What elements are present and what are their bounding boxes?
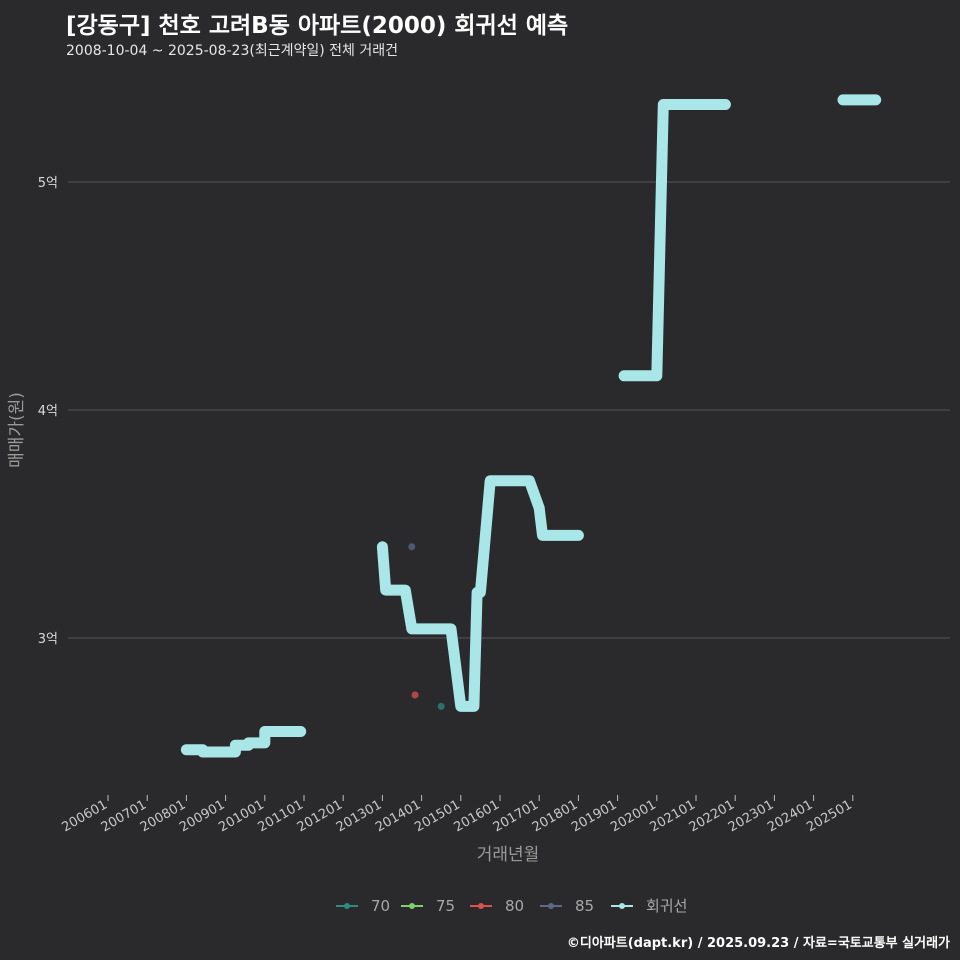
grid-lines bbox=[68, 181, 950, 639]
data-point bbox=[411, 691, 419, 699]
legend-key-point bbox=[344, 903, 350, 909]
legend-key-point bbox=[548, 903, 554, 909]
regression-line-segment bbox=[180, 726, 307, 758]
x-tick-label: 202501 bbox=[804, 797, 854, 835]
y-axis-label: 매매가(원) bbox=[7, 392, 27, 468]
footer-credit: ©디아파트(dapt.kr) / 2025.09.23 / 자료=국토교통부 실… bbox=[566, 936, 950, 951]
legend-item: 70 bbox=[336, 897, 390, 915]
legend-item: 75 bbox=[401, 897, 455, 915]
legend-label: 85 bbox=[575, 897, 594, 915]
regression-line-segment bbox=[376, 475, 584, 712]
y-tick-label: 4억 bbox=[38, 404, 58, 419]
legend-label: 회귀선 bbox=[646, 897, 687, 915]
data-point bbox=[408, 543, 416, 551]
regression-line-segment bbox=[618, 99, 731, 382]
legend-label: 75 bbox=[436, 897, 455, 915]
legend: 70 75 80 85 회귀선 bbox=[336, 897, 687, 915]
legend-label: 70 bbox=[371, 897, 390, 915]
y-tick-label: 5억 bbox=[38, 176, 58, 191]
y-axis-ticks: 3억 4억 5억 bbox=[38, 176, 58, 647]
x-axis-label: 거래년월 bbox=[477, 845, 540, 865]
legend-item: 80 bbox=[470, 897, 524, 915]
y-tick-label: 3억 bbox=[38, 632, 58, 647]
data-point bbox=[437, 702, 445, 710]
legend-key-point bbox=[619, 903, 625, 909]
x-axis-ticks: 2006012007012008012009012010012011012012… bbox=[60, 795, 855, 835]
legend-item: 85 bbox=[540, 897, 594, 915]
legend-item: 회귀선 bbox=[611, 897, 687, 915]
scatter-points bbox=[408, 543, 445, 710]
legend-key-point bbox=[409, 903, 415, 909]
chart-title: [강동구] 천호 고려B동 아파트(2000) 회귀선 예측 bbox=[66, 13, 569, 39]
legend-label: 80 bbox=[505, 897, 524, 915]
regression-line bbox=[180, 94, 882, 758]
chart-subtitle: 2008-10-04 ~ 2025-08-23(최근계약일) 전체 거래건 bbox=[66, 43, 398, 59]
legend-key-point bbox=[478, 903, 484, 909]
